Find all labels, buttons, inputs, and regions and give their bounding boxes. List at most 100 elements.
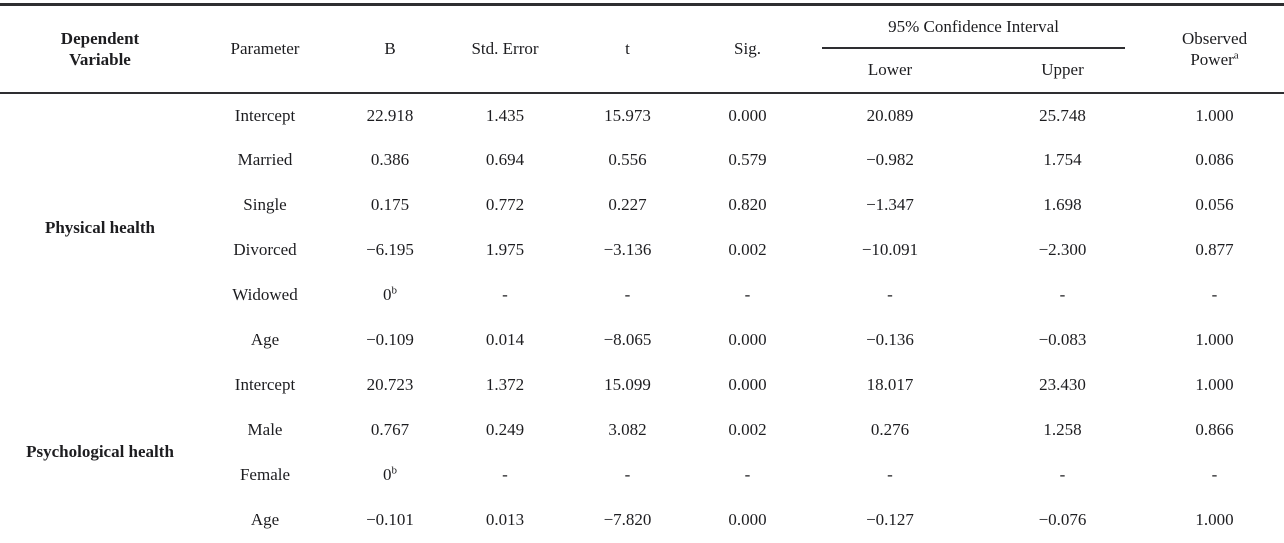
footnote-marker-b: b (391, 284, 398, 297)
cell-lower: −0.127 (866, 510, 914, 530)
cell-b: −0.101 (366, 510, 414, 530)
cell-std-error: 0.014 (485, 330, 525, 350)
cell-std-error: 0.694 (485, 150, 525, 170)
column-header-parameter: Parameter (230, 39, 300, 59)
cell-lower: −10.091 (861, 240, 919, 260)
cell-sig: 0.820 (728, 195, 767, 215)
cell-sig: 0.000 (728, 330, 767, 350)
cell-power: 0.877 (1195, 240, 1234, 260)
cell-lower: - (887, 465, 893, 485)
cell-power: - (1211, 285, 1218, 305)
cell-power: - (1211, 465, 1218, 485)
cell-sig: 0.000 (728, 105, 767, 125)
cell-std-error: 0.013 (485, 510, 525, 530)
cell-t: - (624, 285, 631, 305)
dependent-variable-header-label: Dependent Variable (60, 28, 140, 69)
confidence-interval-label: 95% Confidence Interval (822, 16, 1126, 49)
cell-power: 0.056 (1195, 195, 1234, 215)
cell-power: 1.000 (1195, 330, 1234, 350)
column-header-t: t (625, 39, 630, 59)
table-row: Male 0.767 0.249 3.082 0.002 0.276 1.258 0.866 (0, 408, 1284, 453)
table-row: Single 0.175 0.772 0.227 0.820 −1.347 1.698 0.0… (0, 183, 1284, 228)
cell-b: 0.767 (370, 420, 410, 440)
cell-t: 15.099 (604, 375, 651, 395)
cell-t: −7.820 (603, 510, 652, 530)
cell-lower: −0.982 (866, 150, 914, 170)
cell-sig: - (744, 285, 751, 305)
cell-b: 20.723 (366, 375, 414, 395)
cell-upper: 1.698 (1043, 195, 1082, 215)
cell-b: 0b (383, 284, 398, 305)
column-header-sig: Sig. (734, 39, 761, 59)
table-row: Age −0.101 0.013 −7.820 0.000 −0.127 −0.076 1.0… (0, 498, 1284, 543)
table-body: Physical health Intercept 22.918 1.435 15.97… (0, 93, 1284, 543)
cell-sig: 0.002 (728, 420, 767, 440)
header-row-1: Dependent Variable Parameter B Std. Erro… (0, 5, 1284, 69)
cell-upper: −0.076 (1038, 510, 1087, 530)
cell-b: 22.918 (366, 105, 414, 125)
cell-b: 0.175 (370, 195, 410, 215)
cell-std-error: 0.249 (485, 420, 525, 440)
cell-b: −0.109 (366, 330, 414, 350)
table-row: Physical health Intercept 22.918 1.435 15.97… (0, 93, 1284, 237)
cell-t: 0.227 (608, 195, 647, 215)
column-header-observed-power: Observed Powera (1145, 5, 1284, 93)
cell-sig: 0.002 (728, 240, 767, 260)
cell-parameter: Intercept (234, 105, 296, 125)
column-header-std-error: Std. Error (471, 39, 539, 59)
column-header-ci-lower: Lower (867, 60, 913, 80)
cell-parameter: Age (250, 330, 280, 350)
cell-upper: −2.300 (1038, 240, 1087, 260)
cell-lower: 0.276 (870, 420, 910, 440)
cell-t: 3.082 (608, 420, 647, 440)
table-row: Female 0b - - - - - - (0, 453, 1284, 498)
cell-parameter: Divorced (233, 240, 297, 260)
cell-t: −3.136 (603, 240, 652, 260)
cell-t: 0.556 (608, 150, 647, 170)
cell-t: - (624, 465, 631, 485)
cell-b: 0.386 (370, 150, 410, 170)
cell-std-error: 1.975 (485, 240, 525, 260)
dependent-variable-label: Physical health (44, 217, 156, 237)
cell-sig: - (744, 465, 751, 485)
column-header-ci-upper: Upper (1041, 60, 1084, 80)
cell-t: −8.065 (603, 330, 652, 350)
parameter-estimates-table: Dependent Variable Parameter B Std. Erro… (0, 3, 1284, 543)
cell-std-error: 0.772 (485, 195, 525, 215)
cell-lower: 20.089 (866, 105, 914, 125)
column-header-confidence-interval: 95% Confidence Interval (800, 5, 1145, 49)
cell-power: 1.000 (1195, 375, 1234, 395)
footnote-marker-a: a (1233, 49, 1239, 62)
cell-upper: 1.258 (1043, 420, 1082, 440)
table-header: Dependent Variable Parameter B Std. Erro… (0, 5, 1284, 93)
observed-power-label: Observed Powera (1181, 28, 1248, 69)
header-row-2: Lower Upper (0, 49, 1284, 93)
cell-b: 0b (383, 464, 397, 485)
cell-sig: 0.000 (728, 510, 767, 530)
cell-std-error: - (502, 465, 508, 485)
table-row: Married 0.386 0.694 0.556 0.579 −0.982 1.754 0.… (0, 138, 1284, 183)
dependent-variable-cell: Physical health (0, 93, 200, 363)
cell-lower: - (887, 285, 893, 305)
cell-b: −6.195 (366, 240, 414, 260)
table-row: Widowed 0b - - - - - - (0, 273, 1284, 318)
cell-sig: 0.579 (728, 150, 767, 170)
cell-parameter: Age (250, 510, 280, 530)
cell-std-error: 1.372 (485, 375, 525, 395)
column-header-b: B (384, 39, 396, 59)
cell-power: 1.000 (1195, 105, 1234, 125)
table-row: Divorced −6.195 1.975 −3.136 0.002 −10.091 −2.… (0, 228, 1284, 273)
cell-std-error: - (502, 285, 508, 305)
cell-t: 15.973 (604, 105, 651, 125)
cell-lower: 18.017 (866, 375, 914, 395)
cell-parameter: Male (247, 420, 283, 440)
cell-power: 1.000 (1195, 510, 1234, 530)
cell-upper: - (1059, 465, 1066, 485)
cell-parameter: Intercept (234, 375, 296, 395)
cell-upper: 23.430 (1039, 375, 1086, 395)
cell-std-error: 1.435 (485, 105, 525, 125)
cell-power: 0.086 (1195, 150, 1234, 170)
cell-lower: −0.136 (866, 330, 914, 350)
dependent-variable-label: Psychological health (26, 442, 174, 462)
